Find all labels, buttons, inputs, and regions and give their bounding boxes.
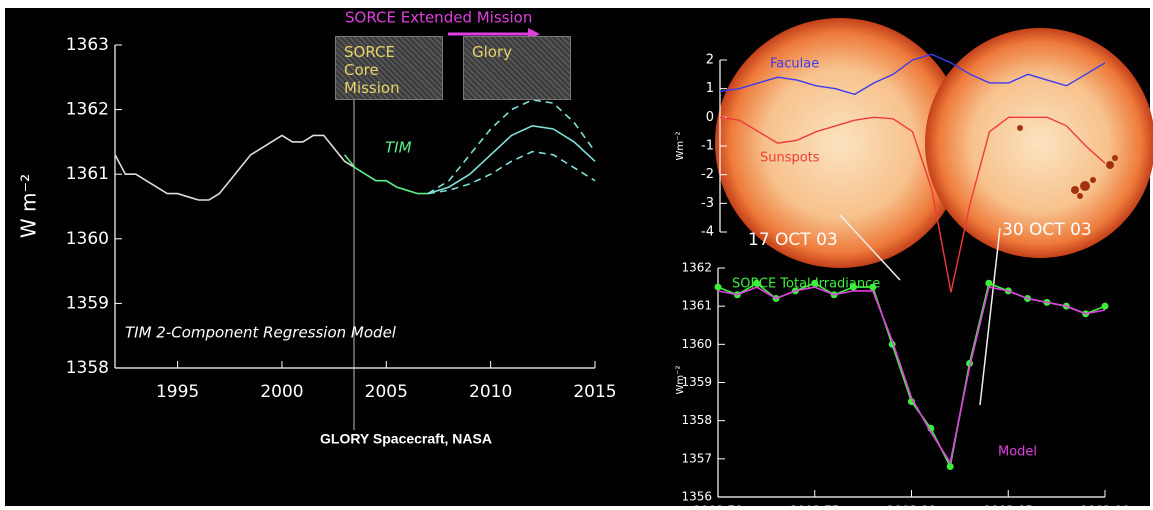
y-tick-label: 1357 [681,451,712,465]
y-tick-label: 1358 [66,358,109,378]
series-label: Faculae [770,57,819,72]
y-axis-label: W m⁻² [17,174,41,238]
y-tick-label: 1361 [681,299,712,313]
figure: GLORY Spacecraft, NASA 1358 1359 1360 1361 1… [0,0,1153,510]
series-label: TIM [385,139,412,157]
y-tick-label: -4 [701,225,714,240]
y-tick-label: -3 [701,196,714,211]
annotation: TIM 2-Component Regression Model [125,324,397,342]
y-tick-label: 1363 [66,35,109,55]
y-tick-label: 1356 [681,490,712,504]
data-point [715,284,722,291]
x-tick-label: 2010 [469,382,512,402]
y-tick-label: 1360 [681,337,712,351]
y-tick-label: 1 [706,81,714,96]
x-tick-label: 2003.80 [887,504,937,510]
y-tick-label: 1359 [681,375,712,389]
x-tick-label: 2000 [260,382,303,402]
y-axis-label: Wm⁻² [675,132,686,161]
y-tick-label: 1362 [66,100,109,120]
data-point [1102,303,1109,310]
y-tick-label: 1359 [66,293,109,313]
caption: GLORY Spacecraft, NASA [320,431,492,447]
y-tick-label: 1358 [681,413,712,427]
annotation: 30 OCT 03 [1002,220,1092,240]
x-tick-label: 2003.90 [1080,504,1130,510]
x-tick-label: 2005 [365,382,408,402]
annotation: 17 OCT 03 [748,230,838,250]
series-label: Sunspots [760,151,820,166]
x-tick-label: 2003.70 [693,504,743,510]
y-tick-label: -1 [701,139,714,154]
y-tick-label: 1360 [66,229,109,249]
x-tick-label: 2015 [573,382,616,402]
series-label: Model [998,445,1037,460]
y-tick-label: 2 [706,53,714,68]
annotation-box: SORCE Core Mission [335,36,443,100]
page: GLORY Spacecraft, NASA 1358 1359 1360 1361 1… [0,0,1153,510]
y-tick-label: 1362 [681,261,712,275]
y-axis-label: Wm⁻² [675,366,686,395]
data-point [985,280,992,287]
annotation: SORCE Extended Mission [345,9,532,27]
annotation-box: Glory [463,36,571,100]
y-tick-label: 1361 [66,164,109,184]
x-tick-label: 2003.85 [983,504,1033,510]
y-tick-label: -2 [701,167,714,182]
x-tick-label: 1995 [156,382,199,402]
x-tick-label: 2003.75 [790,504,840,510]
y-tick-label: 0 [706,110,714,125]
